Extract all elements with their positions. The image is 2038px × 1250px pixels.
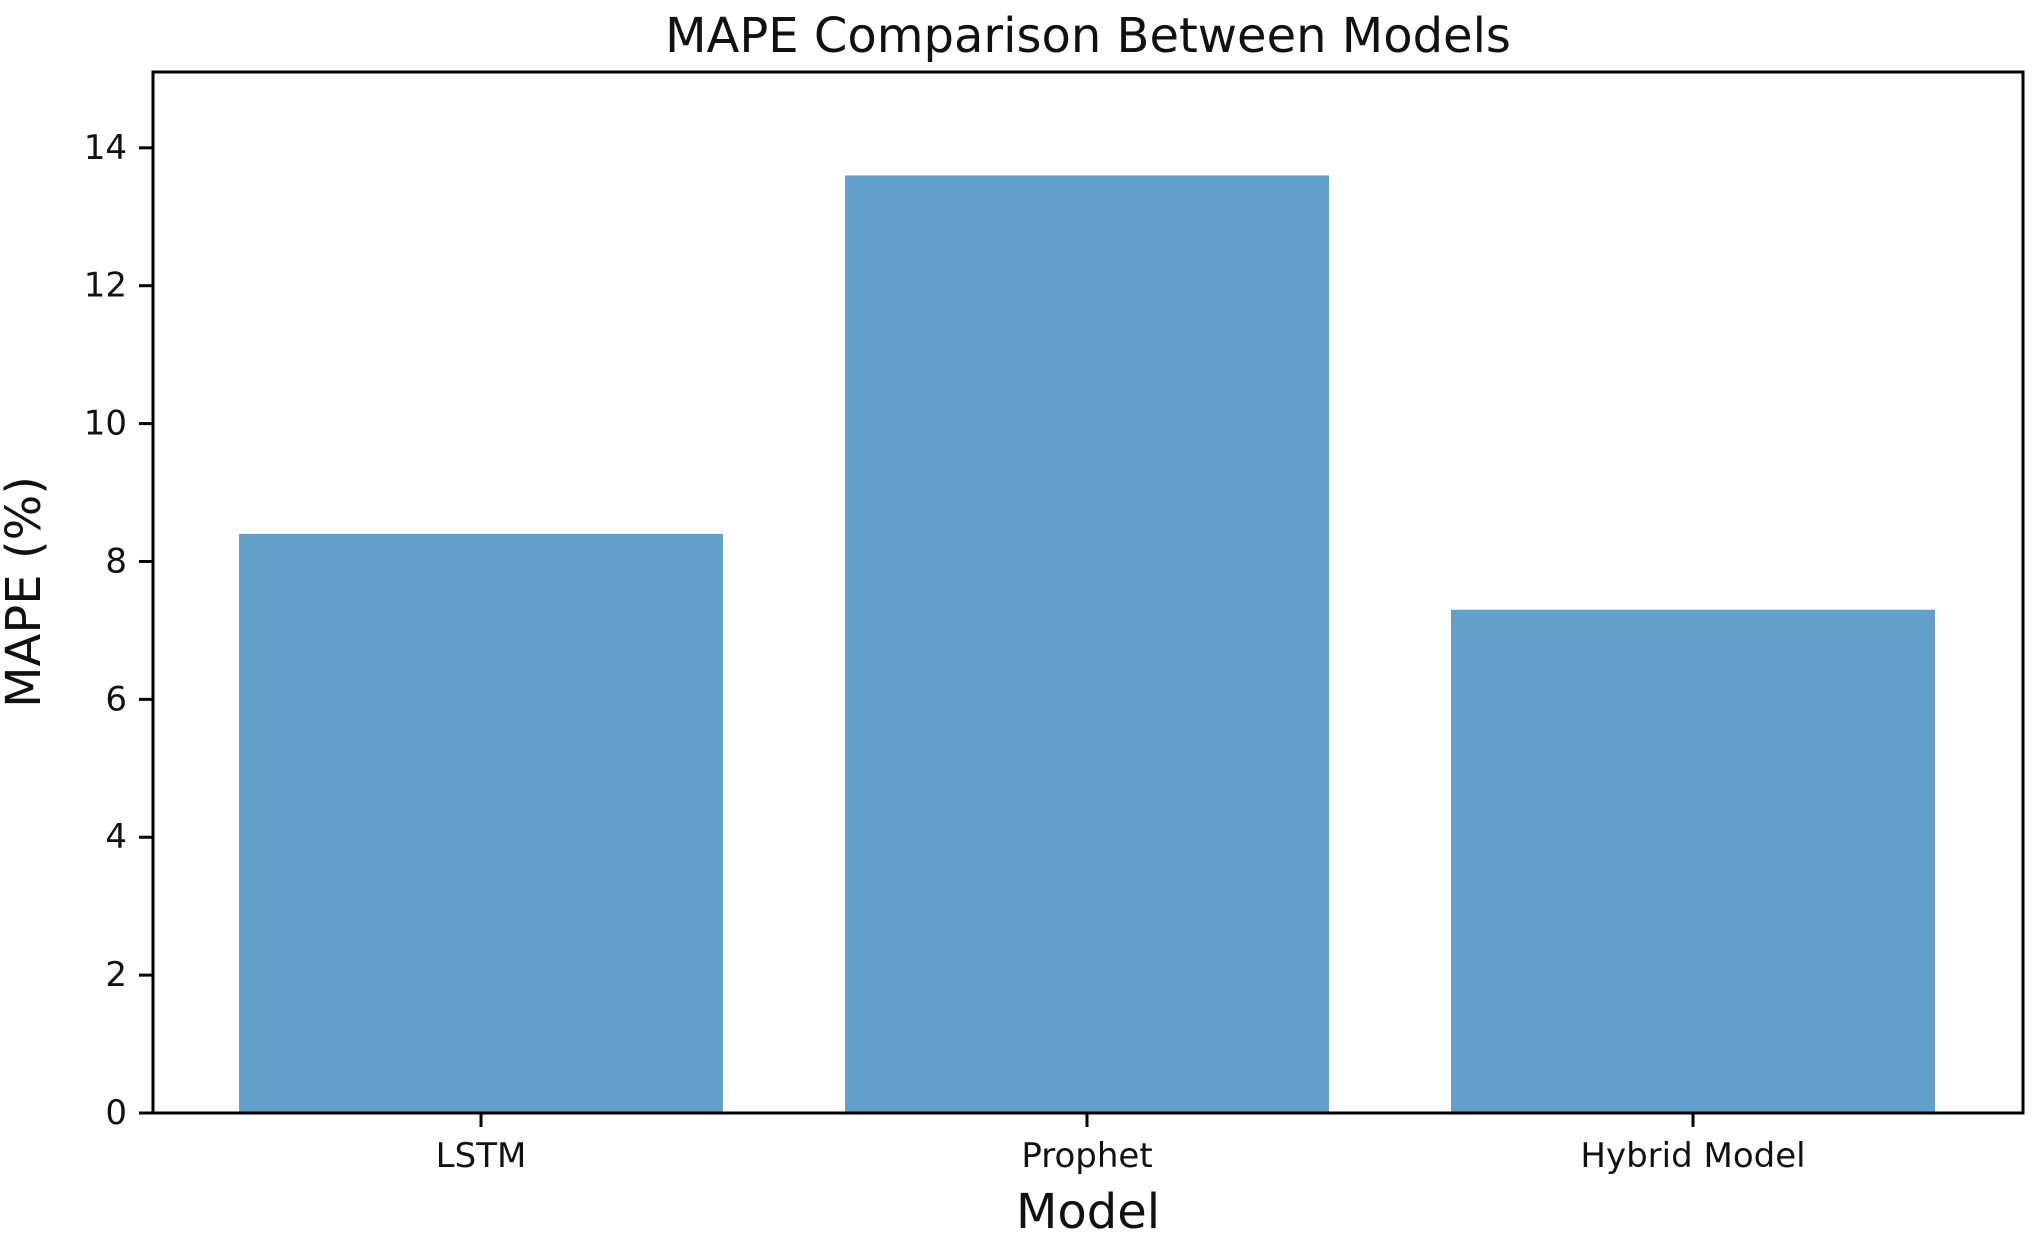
x-tick-label: Hybrid Model bbox=[1580, 1136, 1805, 1176]
plot-area: 0 2 4 6 8 10 12 14 LSTM Prophet Hybrid Model bbox=[84, 70, 2025, 1176]
chart-title: MAPE Comparison Between Models bbox=[665, 8, 1511, 64]
bar-hybrid-model bbox=[1451, 609, 1935, 1113]
y-tick-label: 8 bbox=[105, 541, 127, 581]
x-axis-label: Model bbox=[1016, 1184, 1160, 1240]
x-tick-label: Prophet bbox=[1021, 1136, 1152, 1176]
y-tick-label: 6 bbox=[105, 679, 127, 719]
y-tick-label: 14 bbox=[84, 128, 127, 168]
bar-lstm bbox=[239, 533, 723, 1113]
x-tick-label: LSTM bbox=[436, 1136, 527, 1176]
bar-prophet bbox=[845, 175, 1329, 1114]
y-tick-label: 0 bbox=[105, 1093, 127, 1133]
y-tick-label: 2 bbox=[105, 955, 127, 995]
y-axis-label: MAPE (%) bbox=[0, 476, 52, 708]
y-tick-label: 10 bbox=[84, 404, 127, 444]
y-tick-label: 12 bbox=[84, 266, 127, 306]
y-tick-label: 4 bbox=[105, 817, 127, 857]
